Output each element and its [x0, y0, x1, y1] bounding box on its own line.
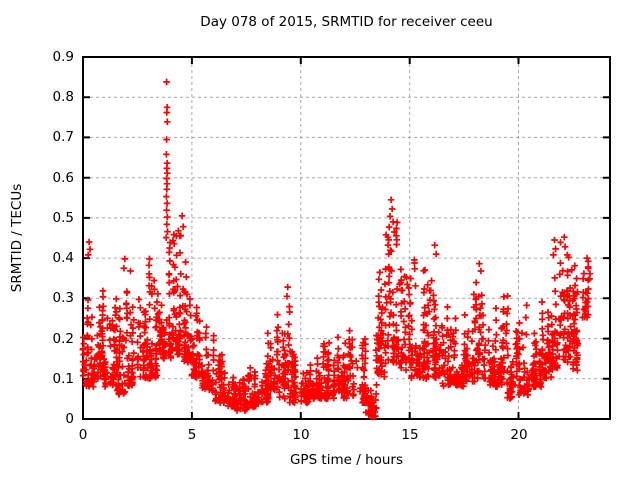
- y-tick-label: 0.1: [52, 371, 74, 387]
- x-tick-label: 15: [401, 427, 419, 443]
- y-tick-label: 0.2: [52, 331, 74, 347]
- x-tick-label: 0: [78, 427, 88, 443]
- y-tick-label: 0.5: [52, 210, 74, 226]
- y-tick-label: 0.6: [52, 170, 74, 186]
- chart-title: Day 078 of 2015, SRMTID for receiver cee…: [200, 14, 493, 30]
- y-tick-label: 0.3: [52, 290, 74, 306]
- gridlines: [84, 58, 609, 418]
- y-tick-label: 0.8: [52, 89, 74, 105]
- y-tick-label: 0: [65, 411, 74, 427]
- x-axis-label: GPS time / hours: [289, 452, 404, 468]
- y-tick-label: 0.7: [52, 129, 74, 145]
- x-tick-label: 20: [510, 427, 528, 443]
- x-tick-label: 5: [187, 427, 197, 443]
- tick-marks: [82, 56, 609, 420]
- y-tick-label: 0.4: [52, 250, 74, 266]
- data-points: [79, 78, 594, 420]
- x-tick-label: 10: [292, 427, 310, 443]
- plot-frame: [82, 56, 611, 420]
- y-tick-label: 0.9: [52, 49, 74, 65]
